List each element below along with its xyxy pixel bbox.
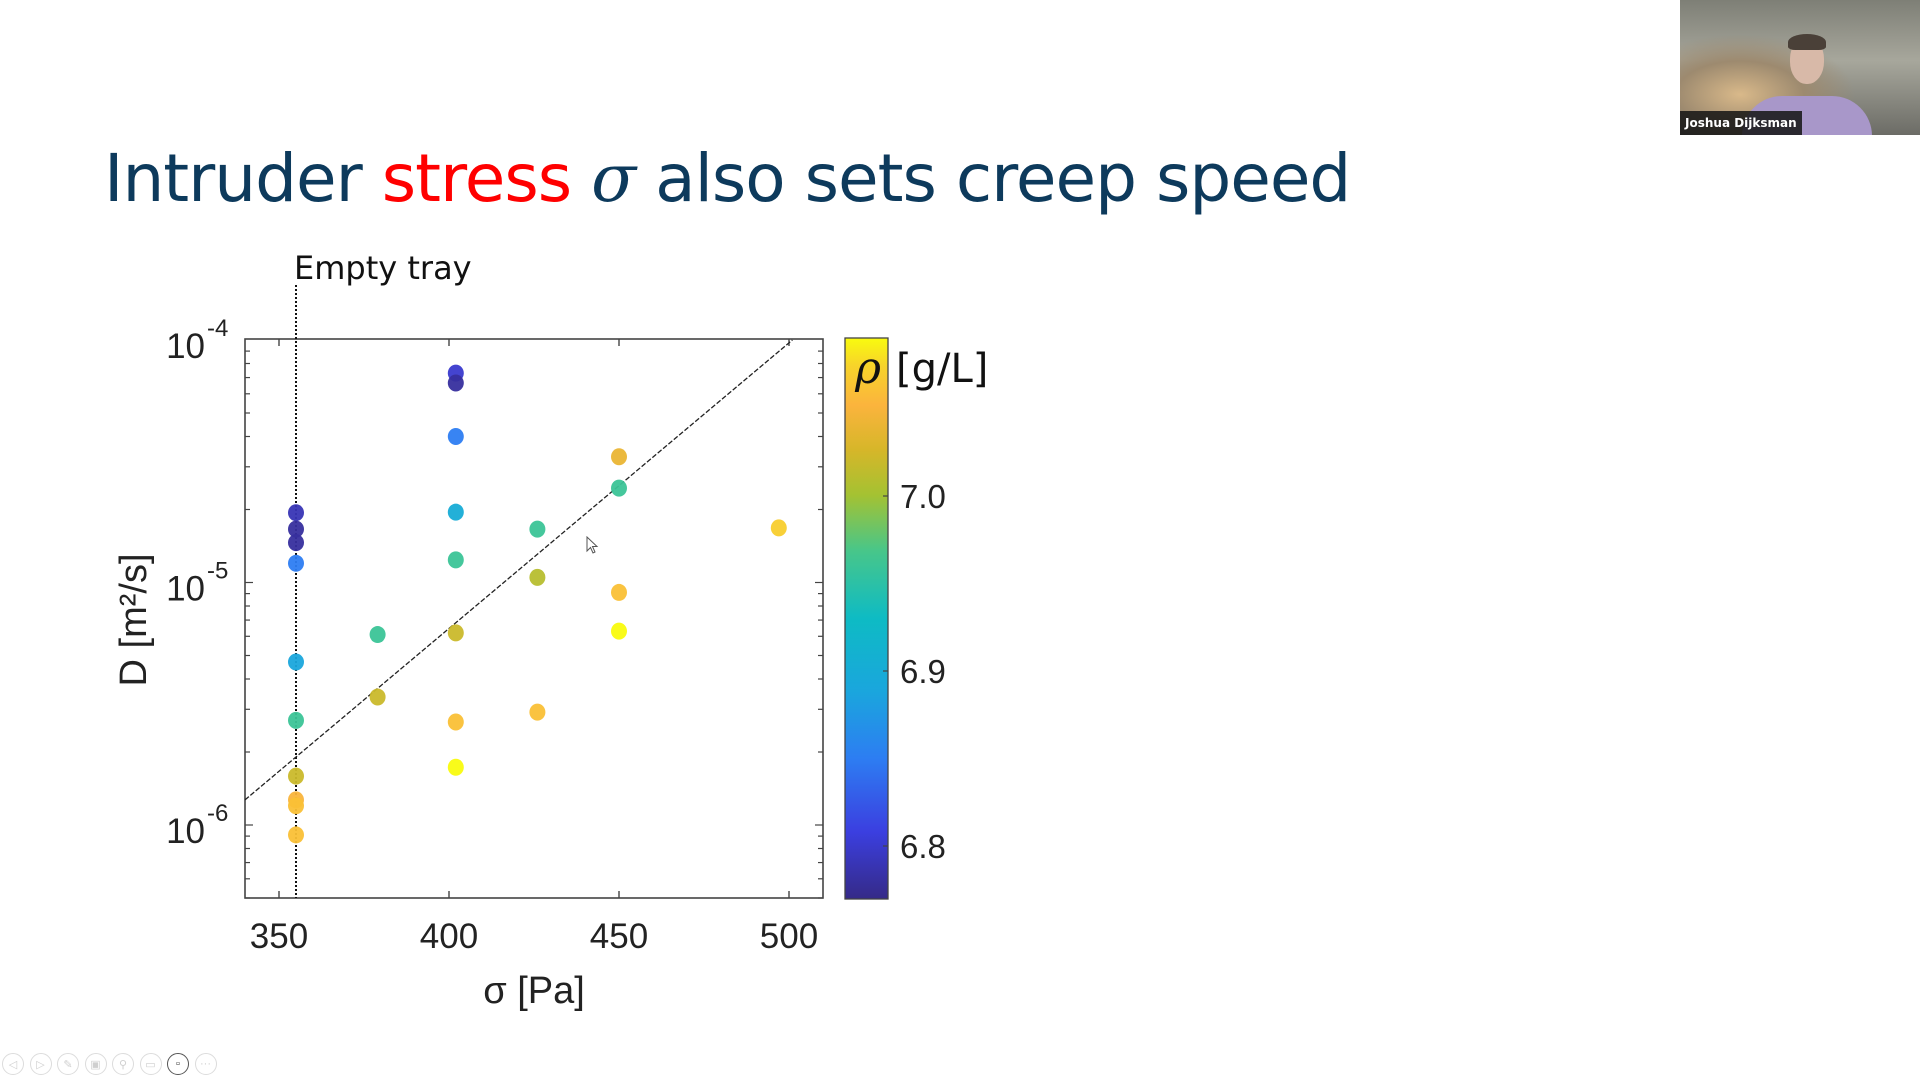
- pen-button[interactable]: ✎: [57, 1053, 79, 1075]
- title-highlight-word: stress: [381, 140, 572, 217]
- data-point: [288, 826, 304, 844]
- data-point: [447, 374, 464, 392]
- title-sigma-symbol: σ: [591, 140, 636, 217]
- title-text: also sets creep speed: [635, 140, 1351, 217]
- data-point: [288, 554, 304, 572]
- x-tick-label: 350: [250, 917, 308, 956]
- zoom-button[interactable]: ⚲: [112, 1053, 134, 1075]
- y-axis-label: D [m²/s]: [113, 554, 155, 687]
- colorbar-unit-label: [g/L]: [896, 346, 988, 392]
- pen-icon: ✎: [63, 1058, 73, 1071]
- more-options-icon: ···: [200, 1058, 211, 1070]
- x-tick-label: 400: [420, 917, 478, 956]
- webcam-video-tile[interactable]: Joshua Dijksman: [1680, 0, 1920, 135]
- data-point: [529, 703, 546, 721]
- y-tick-label: 10: [166, 327, 205, 366]
- previous-slide-button[interactable]: ◁: [2, 1053, 24, 1075]
- colorbar: [844, 337, 889, 900]
- y-tick-label: 10: [166, 570, 205, 609]
- data-point: [369, 688, 386, 706]
- slide-title: Intruder stress σ also sets creep speed: [104, 146, 1351, 212]
- see-all-slides-icon: ▣: [90, 1058, 101, 1071]
- data-point: [447, 758, 464, 776]
- data-point: [529, 520, 546, 538]
- data-point: [288, 797, 304, 815]
- x-axis-label: σ [Pa]: [483, 970, 585, 1012]
- data-point: [288, 653, 304, 671]
- data-point: [288, 504, 304, 522]
- y-tick-exponent: -4: [207, 315, 228, 342]
- colorbar-tick-label: 6.9: [900, 653, 946, 690]
- y-tick-label: 10: [166, 812, 205, 851]
- more-options-button[interactable]: ···: [194, 1053, 217, 1075]
- y-tick-exponent: -5: [207, 558, 228, 585]
- data-point: [288, 520, 304, 538]
- empty-tray-label: Empty tray: [294, 249, 472, 287]
- plot-frame: [244, 338, 824, 899]
- next-slide-icon: ▷: [36, 1058, 45, 1071]
- data-point: [447, 428, 464, 446]
- data-point: [447, 551, 464, 569]
- subtitles-icon: ▭: [145, 1058, 156, 1071]
- data-point: [529, 568, 546, 586]
- data-point: [611, 448, 627, 466]
- previous-slide-icon: ◁: [8, 1058, 18, 1071]
- data-point: [770, 519, 787, 537]
- data-point: [611, 583, 627, 601]
- power-law-fit-line: [244, 339, 793, 801]
- participant-video-hair: [1788, 34, 1826, 50]
- data-point: [369, 626, 386, 644]
- colorbar-tick-label: 6.8: [900, 828, 946, 865]
- colorbar-tick-label: 7.0: [900, 478, 946, 515]
- y-tick-exponent: -6: [207, 800, 228, 827]
- data-point: [288, 534, 304, 552]
- camera-button[interactable]: ▫: [167, 1053, 189, 1075]
- data-point: [288, 767, 304, 785]
- title-text: Intruder: [104, 140, 382, 217]
- x-tick-label: 450: [590, 917, 648, 956]
- data-point: [611, 622, 627, 640]
- next-slide-button[interactable]: ▷: [29, 1053, 52, 1075]
- data-point: [288, 711, 304, 729]
- participant-name-label: Joshua Dijksman: [1680, 111, 1802, 135]
- data-point: [447, 713, 464, 731]
- data-point: [447, 624, 464, 642]
- subtitles-button[interactable]: ▭: [139, 1053, 162, 1075]
- data-point: [447, 503, 464, 521]
- zoom-icon: ⚲: [118, 1058, 128, 1071]
- colorbar-rho-symbol: ρ: [854, 343, 881, 394]
- x-tick-label: 500: [760, 917, 818, 956]
- data-point: [611, 479, 627, 497]
- presenter-toolbar: ◁ ▷ ✎ ▣ ⚲ ▭ ▫ ···: [2, 1053, 217, 1077]
- camera-icon: ▫: [176, 1058, 180, 1070]
- see-all-slides-button[interactable]: ▣: [84, 1053, 107, 1075]
